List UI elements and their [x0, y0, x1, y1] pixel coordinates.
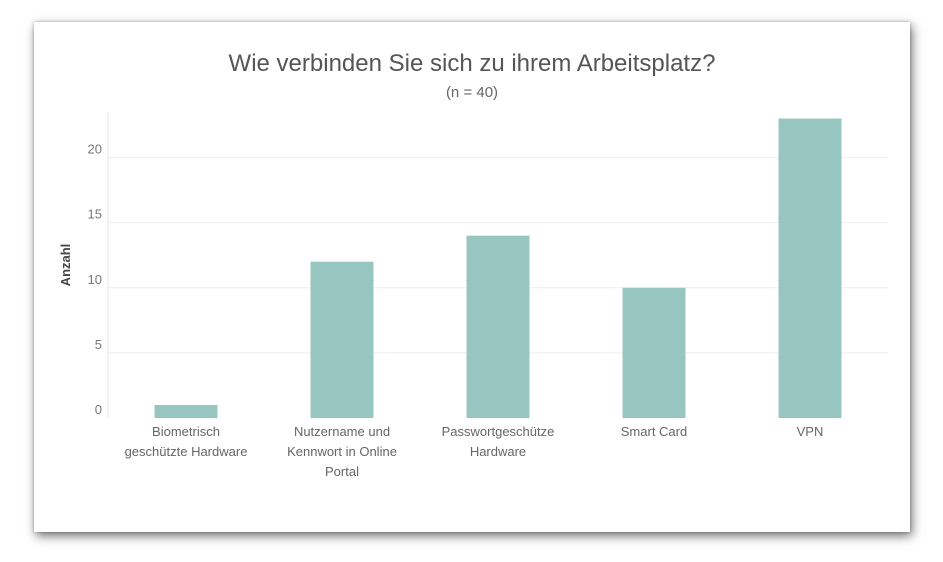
chart-subtitle: (n = 40) — [445, 84, 499, 101]
bar — [154, 404, 218, 418]
x-category-label-line: Smart Card — [621, 424, 687, 439]
x-category-label-line: Kennwort in Online — [287, 444, 397, 459]
x-category-label: VPN — [797, 424, 824, 439]
x-category-label-line: Biometrisch — [152, 424, 220, 439]
x-category-label: Nutzername und Kennwort in Online Portal — [287, 424, 397, 479]
y-tick-label: 0 — [95, 402, 102, 417]
x-category-label: Biometrisch geschützte Hardware — [125, 424, 248, 459]
x-category-label-line: Passwortgeschütze — [442, 424, 555, 439]
bar-chart: 0 5 10 15 20 Biometrisch geschützte Hardware N… — [58, 112, 888, 479]
bar — [622, 287, 686, 418]
y-tick-label: 15 — [88, 207, 102, 222]
x-category-label-line: Portal — [325, 464, 359, 479]
chart-title: Wie verbinden Sie sich zu ihrem Arbeitsp… — [228, 50, 716, 77]
chart-card: Wie verbinden Sie sich zu ihrem Arbeitsp… — [34, 22, 910, 532]
x-category-label-line: geschützte Hardware — [125, 444, 248, 459]
bars — [154, 118, 842, 419]
x-category-label-line: VPN — [797, 424, 824, 439]
bar — [310, 261, 374, 418]
x-category-label: Passwortgeschütze Hardware — [442, 424, 555, 459]
x-category-labels: Biometrisch geschützte Hardware Nutzername… — [125, 424, 824, 479]
y-tick-label: 5 — [95, 337, 102, 352]
y-tick-labels: 0 5 10 15 20 — [88, 142, 102, 417]
bar — [778, 118, 842, 419]
x-category-label-line: Nutzername und — [294, 424, 390, 439]
y-tick-label: 20 — [88, 142, 102, 157]
bar — [466, 235, 530, 418]
y-tick-label: 10 — [88, 272, 102, 287]
x-category-label-line: Hardware — [470, 444, 526, 459]
y-axis-title: Anzahl — [58, 244, 73, 287]
x-category-label: Smart Card — [621, 424, 687, 439]
